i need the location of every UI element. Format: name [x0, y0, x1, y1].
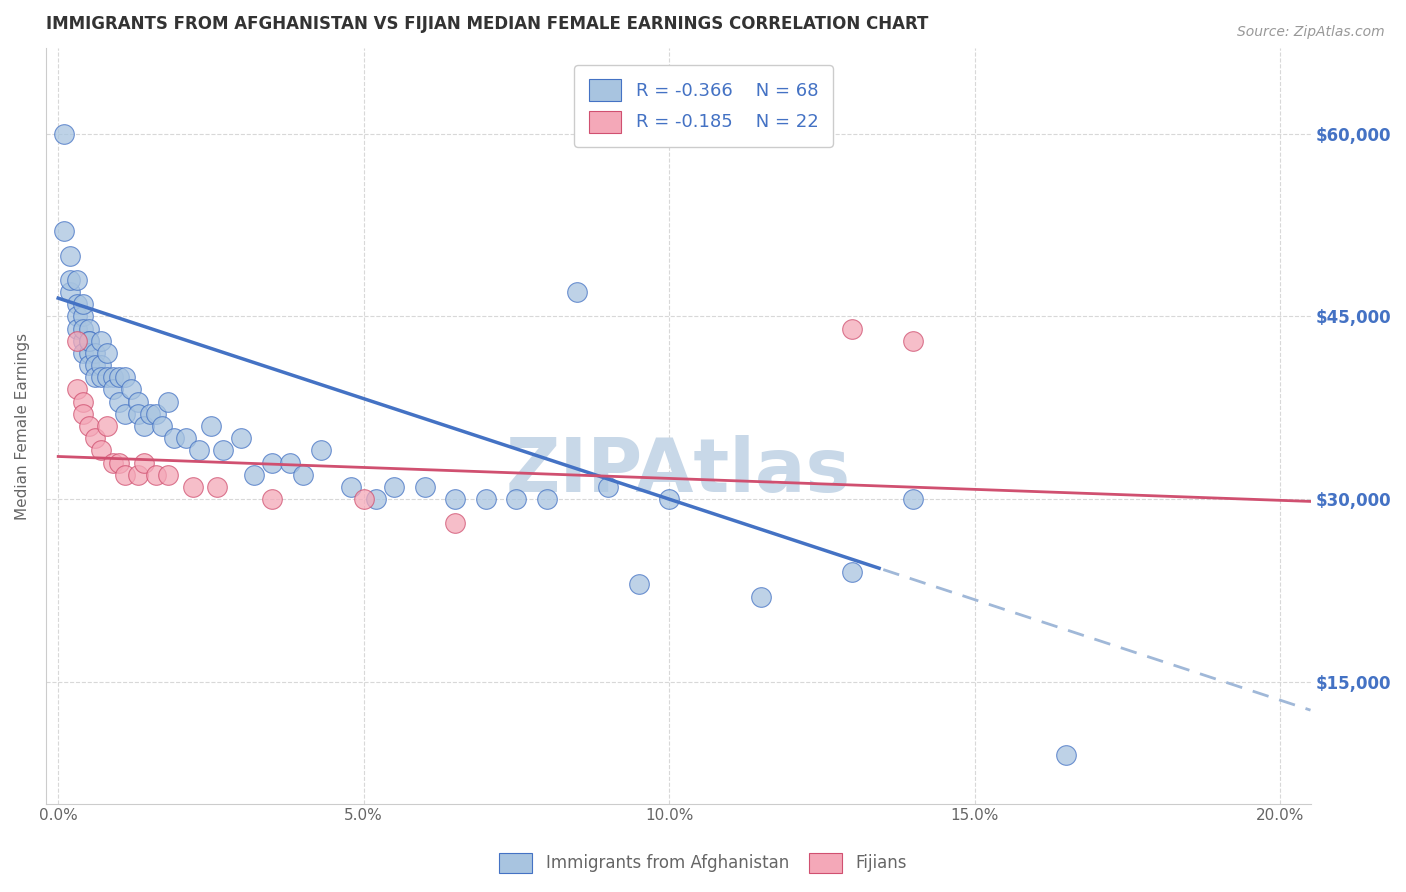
Point [260, 492, 283, 507]
Point [114, 407, 136, 421]
Point [65, 383, 87, 397]
Point [77, 334, 100, 348]
Point [132, 419, 155, 434]
Point [101, 383, 124, 397]
Point [59, 248, 82, 262]
Text: Source: ZipAtlas.com: Source: ZipAtlas.com [1237, 25, 1385, 39]
Point [176, 431, 198, 445]
Point [278, 456, 301, 470]
Point [749, 590, 772, 604]
Point [77, 346, 100, 360]
Point [364, 492, 387, 507]
Point [90, 370, 112, 384]
Point [53, 127, 76, 141]
Point [72, 346, 94, 360]
Point [83, 346, 105, 360]
Point [121, 383, 143, 397]
Point [157, 467, 180, 482]
Legend: Immigrants from Afghanistan, Fijians: Immigrants from Afghanistan, Fijians [492, 847, 914, 880]
Point [77, 358, 100, 372]
Point [260, 456, 283, 470]
Point [903, 334, 925, 348]
Point [83, 358, 105, 372]
Point [291, 467, 314, 482]
Point [658, 492, 681, 507]
Point [127, 394, 149, 409]
Legend: R = -0.366    N = 68, R = -0.185    N = 22: R = -0.366 N = 68, R = -0.185 N = 22 [574, 65, 832, 147]
Point [127, 407, 149, 421]
Point [65, 273, 87, 287]
Y-axis label: Median Female Earnings: Median Female Earnings [15, 333, 30, 520]
Point [83, 431, 105, 445]
Point [157, 394, 180, 409]
Point [65, 297, 87, 311]
Point [72, 394, 94, 409]
Point [139, 407, 162, 421]
Point [231, 431, 253, 445]
Point [127, 467, 149, 482]
Point [72, 321, 94, 335]
Point [567, 285, 589, 299]
Point [90, 358, 112, 372]
Point [108, 456, 131, 470]
Point [59, 273, 82, 287]
Point [96, 370, 118, 384]
Point [163, 431, 186, 445]
Point [475, 492, 498, 507]
Point [114, 370, 136, 384]
Point [77, 334, 100, 348]
Point [83, 370, 105, 384]
Point [596, 480, 619, 494]
Point [108, 394, 131, 409]
Point [72, 310, 94, 324]
Point [505, 492, 527, 507]
Point [59, 285, 82, 299]
Point [212, 443, 235, 458]
Point [242, 467, 264, 482]
Point [96, 346, 118, 360]
Point [1054, 747, 1077, 762]
Point [536, 492, 558, 507]
Point [309, 443, 332, 458]
Point [65, 321, 87, 335]
Point [96, 419, 118, 434]
Point [841, 321, 863, 335]
Point [145, 467, 167, 482]
Point [53, 224, 76, 238]
Point [145, 407, 167, 421]
Text: IMMIGRANTS FROM AFGHANISTAN VS FIJIAN MEDIAN FEMALE EARNINGS CORRELATION CHART: IMMIGRANTS FROM AFGHANISTAN VS FIJIAN ME… [46, 15, 928, 33]
Point [77, 419, 100, 434]
Point [90, 334, 112, 348]
Point [181, 480, 204, 494]
Point [382, 480, 405, 494]
Point [444, 516, 467, 531]
Point [114, 467, 136, 482]
Point [187, 443, 209, 458]
Point [132, 456, 155, 470]
Point [413, 480, 436, 494]
Point [108, 370, 131, 384]
Point [72, 334, 94, 348]
Point [72, 297, 94, 311]
Point [77, 321, 100, 335]
Point [150, 419, 173, 434]
Point [903, 492, 925, 507]
Point [340, 480, 363, 494]
Point [444, 492, 467, 507]
Point [72, 407, 94, 421]
Point [205, 480, 228, 494]
Point [101, 370, 124, 384]
Point [841, 565, 863, 579]
Point [101, 456, 124, 470]
Point [353, 492, 375, 507]
Text: ZIPAtlas: ZIPAtlas [506, 434, 851, 508]
Point [65, 334, 87, 348]
Point [627, 577, 650, 591]
Point [90, 443, 112, 458]
Point [200, 419, 222, 434]
Point [65, 310, 87, 324]
